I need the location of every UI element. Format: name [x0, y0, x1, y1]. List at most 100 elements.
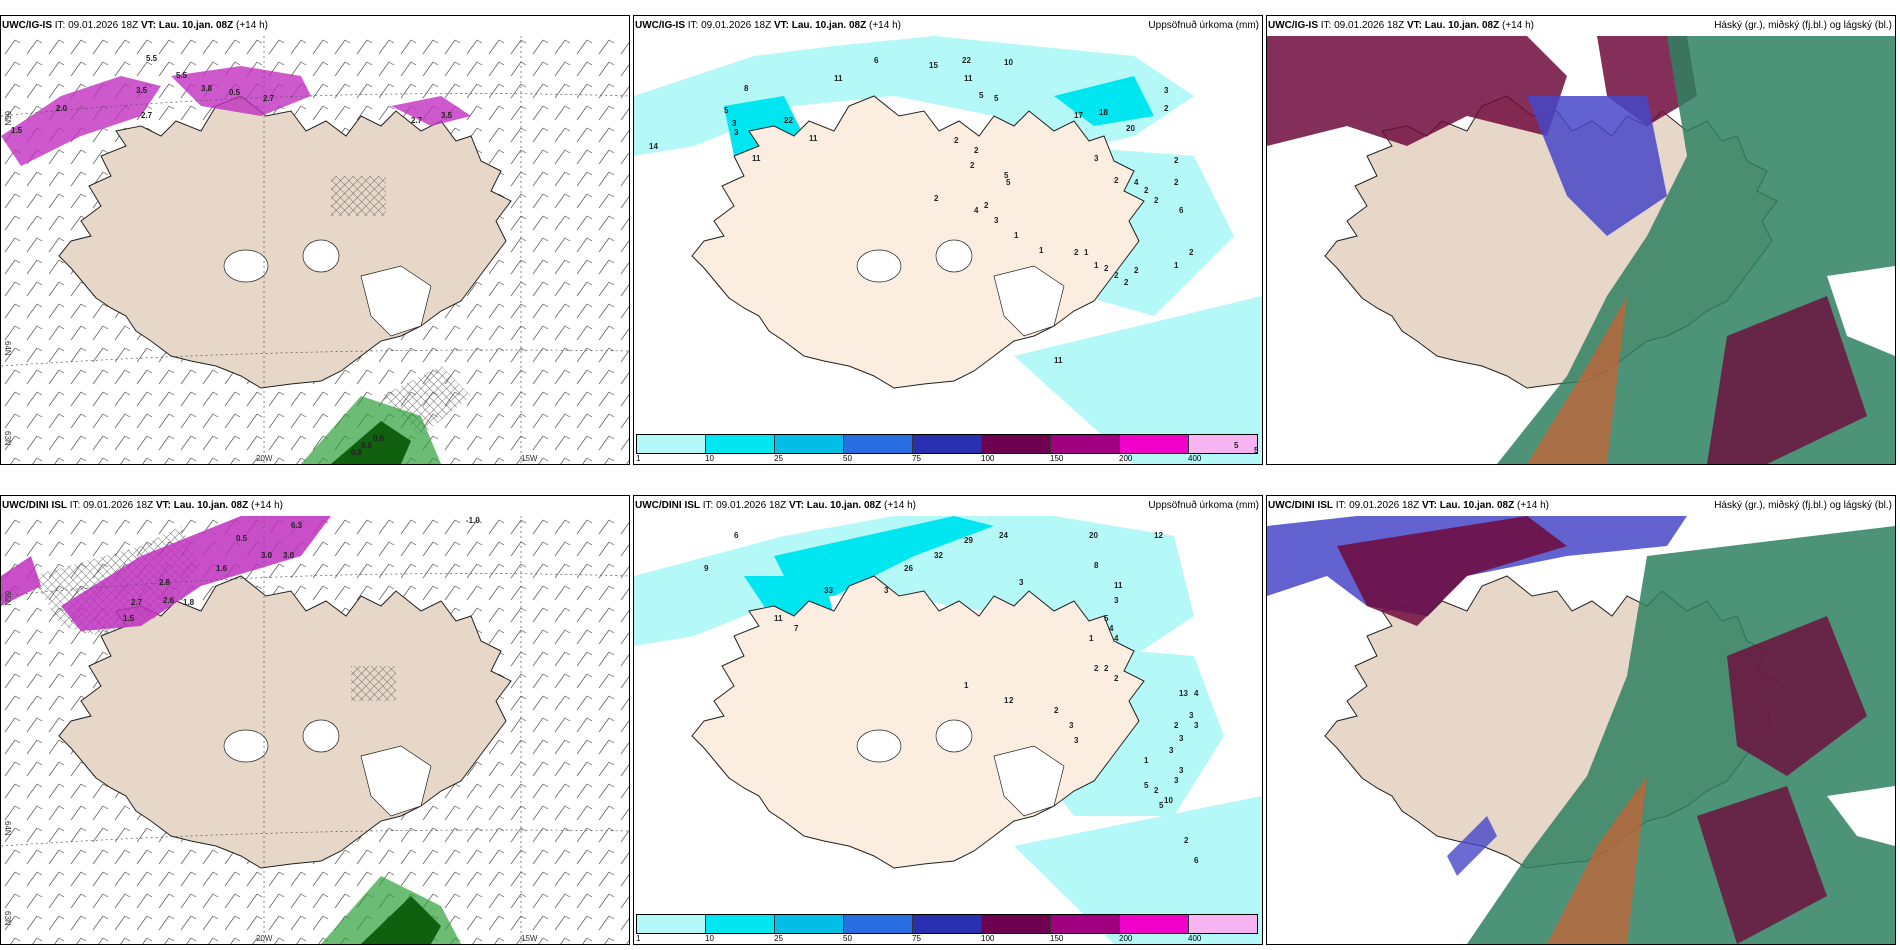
- precip-value-label: 15: [929, 61, 938, 70]
- panel-header: UWC/DINI ISL IT: 09.01.2026 18Z VT: Lau.…: [1267, 496, 1895, 516]
- precip-value-label: 11: [809, 134, 818, 143]
- precip-value-label: 2: [1009, 696, 1014, 705]
- value-label: 1.8: [183, 598, 195, 607]
- value-label: 3.8: [201, 84, 213, 93]
- wind-map: [1, 516, 629, 944]
- precip-value-label: 2: [970, 161, 975, 170]
- precip-value-label: 8: [744, 84, 749, 93]
- precip-value-label: 1: [1094, 261, 1099, 270]
- value-label: 3.5: [136, 86, 148, 95]
- precip-value-label: 2: [1104, 664, 1109, 673]
- precip-value-label: 1: [1084, 248, 1089, 257]
- precip-value-label: 18: [1099, 108, 1108, 117]
- precip-value-label: 2: [1164, 104, 1169, 113]
- precip-colorbar: [636, 914, 1258, 934]
- precip-value-label: 2: [1174, 721, 1179, 730]
- value-label: 2.0: [56, 104, 68, 113]
- precip-value-label: 3: [732, 119, 737, 128]
- precip-value-label: 11: [774, 614, 783, 623]
- precip-value-label: 2: [984, 201, 989, 210]
- precip-value-label: 4: [974, 206, 979, 215]
- value-label: 1.5: [11, 126, 23, 135]
- precip-value-label: 11: [1114, 581, 1123, 590]
- precip-value-label: 11: [834, 74, 843, 83]
- precip-value-label: 5: [1254, 446, 1259, 455]
- precip-value-label: 3: [1194, 721, 1199, 730]
- precip-value-label: 2: [934, 194, 939, 203]
- y-axis-label: 63N: [3, 431, 12, 446]
- precip-value-label: 5: [1006, 178, 1011, 187]
- precip-value-label: 24: [999, 531, 1008, 540]
- value-label: 0.5: [229, 88, 241, 97]
- precip-value-label: 6: [1179, 206, 1184, 215]
- value-label: 2.7: [141, 111, 153, 120]
- x-axis-label: 15W: [521, 454, 538, 463]
- panel-header: UWC/IG-IS IT: 09.01.2026 18Z VT: Lau. 10…: [1267, 16, 1895, 36]
- x-axis-label: 20W: [256, 934, 273, 943]
- precip-value-label: 1: [964, 681, 969, 690]
- precip-value-label: 2: [1054, 706, 1059, 715]
- precip-value-label: 26: [904, 564, 913, 573]
- y-axis-label: 65N: [3, 111, 12, 126]
- precip-value-label: 20: [1126, 124, 1135, 133]
- y-axis-label: 63N: [3, 911, 12, 926]
- precip-value-label: 1: [1174, 261, 1179, 270]
- y-axis-label: 64N: [3, 821, 12, 836]
- precip-value-label: 11: [752, 154, 761, 163]
- value-label: 3.5: [441, 111, 453, 120]
- precip-value-label: 11: [1054, 356, 1063, 365]
- value-label: 0.6: [373, 434, 385, 443]
- precip-value-label: 6: [1194, 856, 1199, 865]
- precip-value-label: 3: [1074, 736, 1079, 745]
- precip-value-label: 13: [1179, 689, 1188, 698]
- precip-value-label: 11: [964, 74, 973, 83]
- panel-precip-igis: UWC/IG-IS IT: 09.01.2026 18Z VT: Lau. 10…: [633, 15, 1263, 465]
- precip-value-label: 10: [1164, 796, 1173, 805]
- value-label: -1.0: [466, 516, 480, 525]
- precip-value-label: 4: [1194, 689, 1199, 698]
- precip-value-label: 29: [964, 536, 973, 545]
- panel-title: Háský (gr.), miðský (fj.bl.) og lágský (…: [1714, 500, 1892, 511]
- precip-value-label: 2: [1144, 186, 1149, 195]
- precip-value-label: 1: [1144, 756, 1149, 765]
- x-axis-label: 20W: [256, 454, 273, 463]
- y-axis-label: 64N: [3, 341, 12, 356]
- precip-value-label: 6: [874, 56, 879, 65]
- value-label: 3.0: [261, 551, 273, 560]
- panel-title: Uppsöfnuð úrkoma (mm): [1148, 500, 1259, 511]
- precip-value-label: 4: [1114, 634, 1119, 643]
- value-label: 5.5: [146, 54, 158, 63]
- precip-value-label: 1: [1089, 634, 1094, 643]
- value-label: 1.5: [123, 614, 135, 623]
- precip-value-label: 2: [1174, 156, 1179, 165]
- value-label: 5.5: [176, 71, 188, 80]
- precip-value-label: 2: [974, 146, 979, 155]
- y-axis-label: 65N: [3, 591, 12, 606]
- cloud-map: [1267, 36, 1895, 464]
- x-axis-label: 15W: [521, 934, 538, 943]
- precip-value-label: 5: [1104, 614, 1109, 623]
- wind-map: [1, 36, 629, 464]
- precip-value-label: 9: [704, 564, 709, 573]
- precip-value-label: 32: [934, 551, 943, 560]
- precip-value-label: 1: [1014, 231, 1019, 240]
- precip-value-label: 2: [1074, 248, 1079, 257]
- panel-header: UWC/IG-IS IT: 09.01.2026 18Z VT: Lau. 10…: [2, 20, 268, 31]
- precip-value-label: 3: [994, 216, 999, 225]
- precip-value-label: 7: [794, 624, 799, 633]
- colorbar-ticks: 1 10 25 50 75 100 150 200 400: [636, 934, 1202, 943]
- panel-precip-dini: UWC/DINI ISL IT: 09.01.2026 18Z VT: Lau.…: [633, 495, 1263, 945]
- precip-value-label: 3: [734, 128, 739, 137]
- precip-value-label: 5: [979, 91, 984, 100]
- precip-value-label: 22: [784, 116, 793, 125]
- precip-value-label: 2: [1114, 674, 1119, 683]
- precip-value-label: 33: [824, 586, 833, 595]
- precip-value-label: 4: [1109, 624, 1114, 633]
- precip-value-label: 3: [1094, 154, 1099, 163]
- panel-header: UWC/DINI ISL IT: 09.01.2026 18Z VT: Lau.…: [634, 496, 1262, 516]
- precip-value-label: 5: [1144, 781, 1149, 790]
- value-label: 2.6: [163, 596, 175, 605]
- precip-value-label: 3: [1114, 596, 1119, 605]
- precip-value-label: 8: [1094, 561, 1099, 570]
- precip-value-label: 3: [1169, 746, 1174, 755]
